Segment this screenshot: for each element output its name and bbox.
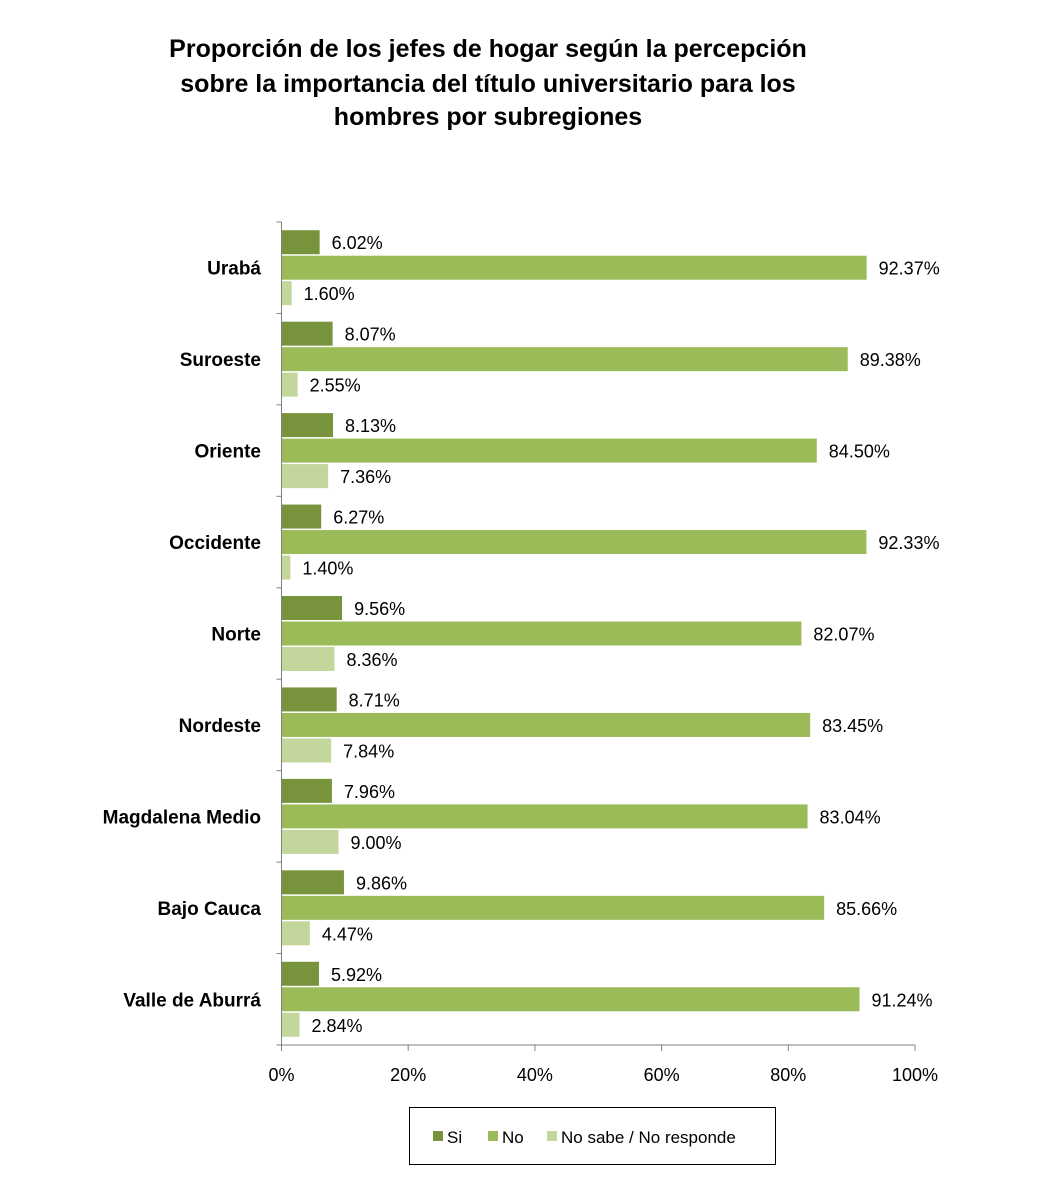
- data-label: 1.60%: [304, 284, 355, 304]
- category-label: Nordeste: [179, 716, 261, 737]
- data-label: 89.38%: [860, 350, 921, 370]
- bar-si: [281, 961, 320, 986]
- chart-title: Proporción de los jefes de hogar según l…: [169, 35, 807, 131]
- bar-no-sabe-no-responde: [281, 829, 339, 854]
- bar-no: [281, 530, 867, 555]
- x-tick-label: 60%: [644, 1065, 680, 1085]
- chart-title-line: sobre la importancia del título universi…: [180, 70, 795, 98]
- data-label: 82.07%: [813, 625, 874, 645]
- x-tick-label: 20%: [390, 1065, 426, 1085]
- bar-si: [281, 687, 337, 712]
- bar-si: [281, 596, 343, 620]
- data-label: 2.55%: [310, 376, 361, 396]
- x-axis: 0% 20% 40% 60% 80% 100%: [268, 221, 938, 1085]
- bar-no-sabe-no-responde: [281, 738, 332, 763]
- category-label: Valle de Aburrá: [123, 990, 261, 1011]
- legend-swatch: [433, 1131, 443, 1141]
- data-label: 9.86%: [356, 873, 407, 893]
- bar-no-sabe-no-responde: [281, 647, 335, 671]
- bar-no-sabe-no-responde: [281, 281, 292, 306]
- bar-si: [281, 230, 320, 255]
- data-label: 8.07%: [345, 325, 396, 345]
- data-label: 5.92%: [331, 965, 382, 985]
- x-tick-label: 100%: [892, 1065, 938, 1085]
- data-label: 83.04%: [820, 807, 881, 827]
- data-label: 85.66%: [836, 899, 897, 919]
- data-label: 9.56%: [354, 599, 405, 619]
- x-tick-label: 40%: [517, 1065, 553, 1085]
- x-tick-label: 0%: [268, 1065, 294, 1085]
- data-label: 8.13%: [345, 416, 396, 436]
- bar-no: [281, 804, 808, 829]
- category-label: Norte: [211, 625, 261, 646]
- data-label: 6.02%: [332, 233, 383, 253]
- category-label: Urabá: [207, 259, 261, 280]
- category-label: Magdalena Medio: [103, 807, 261, 828]
- legend-swatch: [488, 1131, 498, 1141]
- bar-no-sabe-no-responde: [281, 1012, 300, 1037]
- legend: Si No No sabe / No responde: [409, 1107, 776, 1165]
- data-label: 9.00%: [351, 833, 402, 853]
- data-label: 92.33%: [878, 533, 939, 553]
- legend-box: [409, 1107, 776, 1165]
- bar-no-sabe-no-responde: [281, 372, 298, 397]
- data-label: 83.45%: [822, 716, 883, 736]
- bar-no-sabe-no-responde: [281, 555, 291, 580]
- legend-swatch: [547, 1131, 557, 1141]
- data-label: 1.40%: [302, 559, 353, 579]
- x-tick-label: 80%: [770, 1065, 806, 1085]
- category-label: Occidente: [169, 533, 261, 554]
- data-label: 7.36%: [340, 467, 391, 487]
- data-label: 84.50%: [829, 442, 890, 462]
- bar-no-sabe-no-responde: [281, 921, 310, 946]
- bar-no: [281, 255, 867, 280]
- data-label: 7.84%: [343, 741, 394, 761]
- legend-label: Si: [447, 1128, 462, 1147]
- bar-no: [281, 987, 860, 1012]
- data-label: 92.37%: [879, 259, 940, 279]
- category-label: Bajo Cauca: [158, 899, 262, 920]
- bar-no: [281, 621, 802, 646]
- plot-area: Urabá 6.02% 92.37% 1.60% Suroeste 8.07% 89.38%…: [103, 230, 940, 1037]
- bar-si: [281, 778, 332, 803]
- bar-no: [281, 438, 817, 463]
- data-label: 7.96%: [344, 782, 395, 802]
- data-label: 6.27%: [333, 508, 384, 528]
- chart-title-line: hombres por subregiones: [334, 103, 642, 131]
- data-label: 8.71%: [349, 690, 400, 710]
- chart-title-line: Proporción de los jefes de hogar según l…: [169, 35, 807, 63]
- bar-si: [281, 321, 333, 346]
- legend-label: No sabe / No responde: [561, 1128, 736, 1147]
- bar-si: [281, 413, 334, 438]
- legend-label: No: [502, 1128, 524, 1147]
- category-label: Suroeste: [180, 350, 261, 371]
- data-label: 8.36%: [346, 650, 397, 670]
- bar-si: [281, 504, 322, 529]
- bar-no-sabe-no-responde: [281, 464, 329, 489]
- bar-no: [281, 347, 848, 372]
- bar-no: [281, 895, 825, 920]
- data-label: 91.24%: [872, 990, 933, 1010]
- category-label: Oriente: [194, 442, 261, 463]
- bar-si: [281, 870, 344, 895]
- data-label: 4.47%: [322, 924, 373, 944]
- data-label: 2.84%: [311, 1016, 362, 1036]
- bar-no: [281, 712, 811, 737]
